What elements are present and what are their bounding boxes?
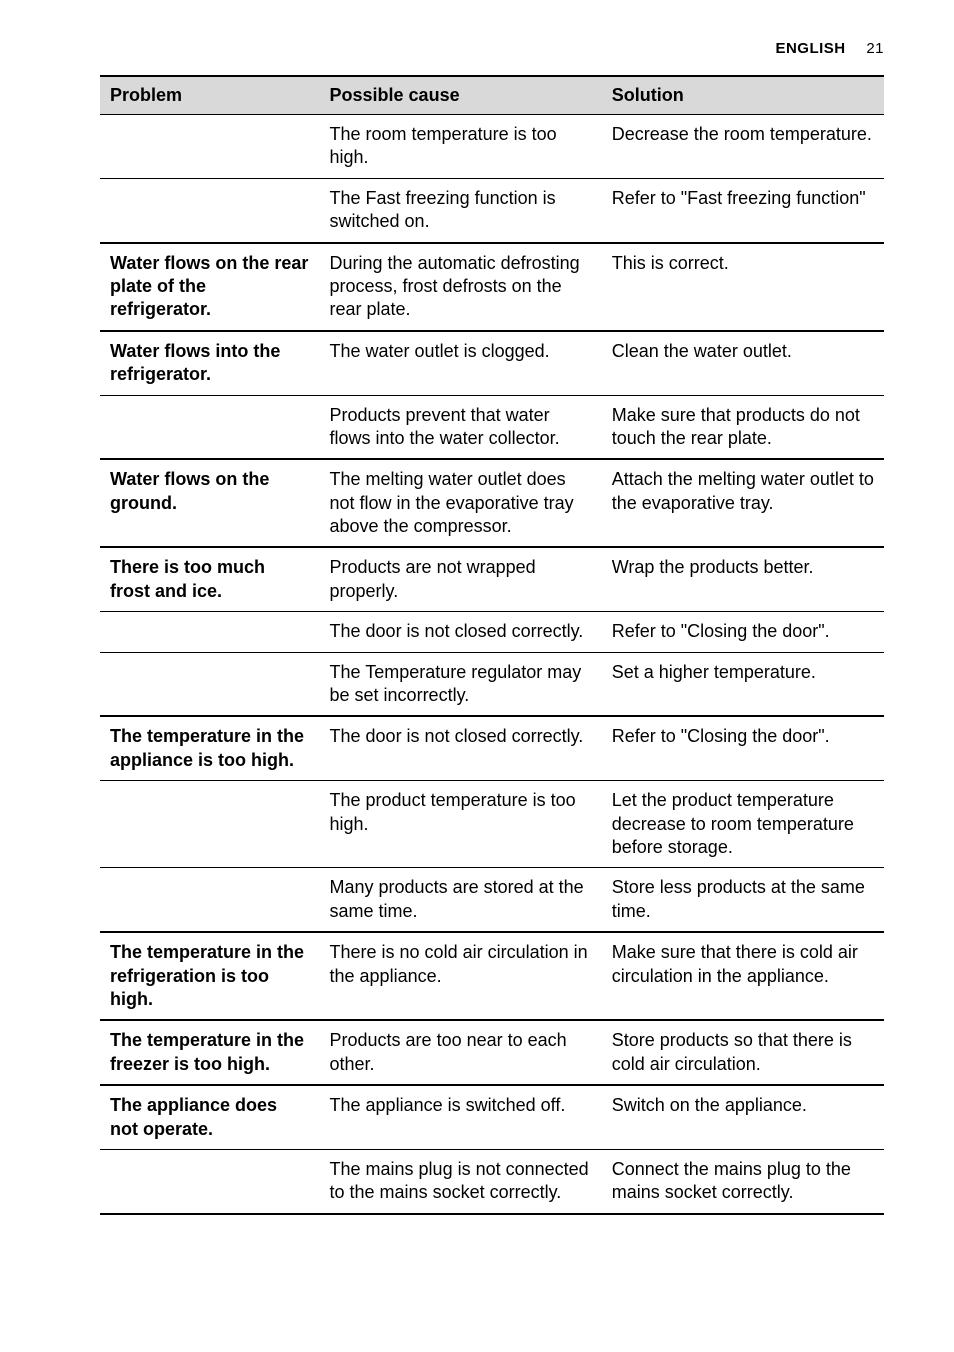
- table-row: The product temperature is too high.Let …: [100, 781, 884, 868]
- cell-solution: Connect the mains plug to the mains sock…: [602, 1149, 884, 1213]
- cell-cause: Products prevent that water flows into t…: [320, 395, 602, 459]
- table-row: The Temperature regulator may be set inc…: [100, 652, 884, 716]
- cell-cause: Many products are stored at the same tim…: [320, 868, 602, 932]
- cell-cause: The mains plug is not connected to the m…: [320, 1149, 602, 1213]
- cell-cause: The door is not closed correctly.: [320, 716, 602, 780]
- table-row: Water flows on the rear plate of the ref…: [100, 243, 884, 331]
- cell-cause: There is no cold air circulation in the …: [320, 932, 602, 1020]
- cell-problem: [100, 395, 320, 459]
- cell-solution: Let the product temperature decrease to …: [602, 781, 884, 868]
- cell-cause: The appliance is switched off.: [320, 1085, 602, 1149]
- cell-cause: The water outlet is clogged.: [320, 331, 602, 395]
- cell-solution: Decrease the room temperature.: [602, 115, 884, 179]
- cell-cause: During the automatic defrosting process,…: [320, 243, 602, 331]
- cell-solution: Refer to "Closing the door".: [602, 716, 884, 780]
- table-row: The temperature in the refrigeration is …: [100, 932, 884, 1020]
- table-row: The door is not closed correctly.Refer t…: [100, 612, 884, 652]
- cell-solution: This is correct.: [602, 243, 884, 331]
- table-row: The room temperature is too high.Decreas…: [100, 115, 884, 179]
- col-problem: Problem: [100, 76, 320, 115]
- cell-problem: [100, 868, 320, 932]
- cell-problem: Water flows into the refrigerator.: [100, 331, 320, 395]
- cell-problem: The temperature in the appliance is too …: [100, 716, 320, 780]
- page-header: ENGLISH 21: [100, 40, 884, 57]
- cell-problem: [100, 652, 320, 716]
- cell-cause: The Fast freezing function is switched o…: [320, 178, 602, 242]
- table-row: Many products are stored at the same tim…: [100, 868, 884, 932]
- troubleshooting-table: Problem Possible cause Solution The room…: [100, 75, 884, 1215]
- cell-cause: The Temperature regulator may be set inc…: [320, 652, 602, 716]
- cell-cause: Products are not wrapped properly.: [320, 547, 602, 611]
- cell-cause: The door is not closed correctly.: [320, 612, 602, 652]
- cell-solution: Clean the water outlet.: [602, 331, 884, 395]
- cell-problem: [100, 1149, 320, 1213]
- cell-problem: The temperature in the freezer is too hi…: [100, 1020, 320, 1085]
- cell-problem: [100, 612, 320, 652]
- cell-problem: [100, 115, 320, 179]
- cell-solution: Set a higher temperature.: [602, 652, 884, 716]
- table-row: The temperature in the freezer is too hi…: [100, 1020, 884, 1085]
- cell-solution: Refer to "Closing the door".: [602, 612, 884, 652]
- cell-problem: [100, 178, 320, 242]
- cell-problem: Water flows on the rear plate of the ref…: [100, 243, 320, 331]
- cell-problem: The temperature in the refrigeration is …: [100, 932, 320, 1020]
- cell-problem: Water flows on the ground.: [100, 459, 320, 547]
- cell-solution: Make sure that there is cold air circula…: [602, 932, 884, 1020]
- cell-cause: The room temperature is too high.: [320, 115, 602, 179]
- table-row: The Fast freezing function is switched o…: [100, 178, 884, 242]
- cell-solution: Wrap the products better.: [602, 547, 884, 611]
- header-page-number: 21: [866, 40, 884, 57]
- cell-solution: Attach the melting water outlet to the e…: [602, 459, 884, 547]
- cell-solution: Store products so that there is cold air…: [602, 1020, 884, 1085]
- col-cause: Possible cause: [320, 76, 602, 115]
- cell-problem: The appliance does not operate.: [100, 1085, 320, 1149]
- table-row: Products prevent that water flows into t…: [100, 395, 884, 459]
- table-body: The room temperature is too high.Decreas…: [100, 115, 884, 1214]
- table-row: Water flows on the ground.The melting wa…: [100, 459, 884, 547]
- table-row: The temperature in the appliance is too …: [100, 716, 884, 780]
- table-row: The mains plug is not connected to the m…: [100, 1149, 884, 1213]
- cell-solution: Switch on the appliance.: [602, 1085, 884, 1149]
- table-row: There is too much frost and ice.Products…: [100, 547, 884, 611]
- header-language: ENGLISH: [775, 40, 845, 57]
- cell-cause: Products are too near to each other.: [320, 1020, 602, 1085]
- cell-solution: Refer to "Fast freezing function": [602, 178, 884, 242]
- cell-problem: [100, 781, 320, 868]
- cell-solution: Store less products at the same time.: [602, 868, 884, 932]
- table-row: The appliance does not operate.The appli…: [100, 1085, 884, 1149]
- col-solution: Solution: [602, 76, 884, 115]
- cell-problem: There is too much frost and ice.: [100, 547, 320, 611]
- cell-solution: Make sure that products do not touch the…: [602, 395, 884, 459]
- cell-cause: The melting water outlet does not flow i…: [320, 459, 602, 547]
- cell-cause: The product temperature is too high.: [320, 781, 602, 868]
- table-row: Water flows into the refrigerator.The wa…: [100, 331, 884, 395]
